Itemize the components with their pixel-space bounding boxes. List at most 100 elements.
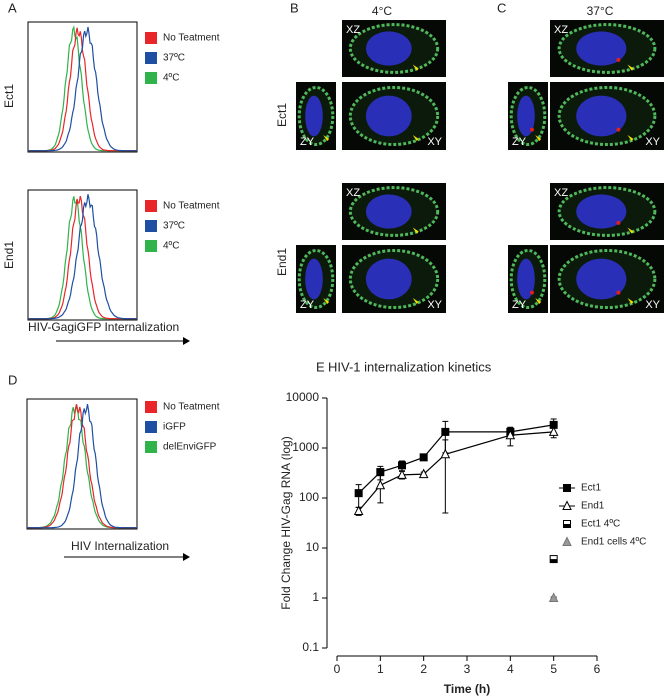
arrow xyxy=(535,135,542,142)
y-tick-label: 100 xyxy=(299,490,319,504)
x-tick-label: 0 xyxy=(334,662,341,676)
marker xyxy=(375,479,386,490)
marker xyxy=(353,505,364,515)
legend-label: End1 xyxy=(581,501,605,512)
histogram-curve xyxy=(27,403,137,529)
histogram-curve xyxy=(28,26,137,152)
nucleus xyxy=(576,194,627,229)
virus-signal xyxy=(616,57,621,62)
legend-label: delEnviGFP xyxy=(163,442,217,453)
y-tick-label: 0.1 xyxy=(302,640,319,654)
axis-label: HIV-GagiGFP Internalization xyxy=(28,320,179,334)
image-label: XZ xyxy=(346,187,360,199)
nucleus xyxy=(365,31,412,66)
arrow xyxy=(627,135,634,142)
virus-signal xyxy=(616,290,621,295)
nucleus xyxy=(365,258,412,300)
row-label: End1 xyxy=(275,248,289,276)
row-label: End1 xyxy=(2,241,16,269)
panel-title: 37°C xyxy=(587,4,614,18)
arrow xyxy=(535,298,542,305)
panel-title: 4°C xyxy=(372,4,392,18)
arrow xyxy=(627,64,634,71)
series-line xyxy=(358,424,554,494)
arrow xyxy=(412,227,419,234)
legend-label: 37ºC xyxy=(163,53,185,64)
marker-shape xyxy=(376,468,385,477)
arrow xyxy=(323,298,330,305)
x-tick-label: 2 xyxy=(420,662,427,676)
arrow xyxy=(627,227,634,234)
image-label: XZ xyxy=(554,187,568,199)
panel-label: A xyxy=(8,0,17,15)
series-line xyxy=(358,431,554,512)
histogram-frame xyxy=(26,398,138,530)
marker xyxy=(548,426,559,436)
virus-signal xyxy=(616,127,621,132)
x-axis-label: Time (h) xyxy=(444,682,490,696)
chart-title: HIV-1 internalization kinetics xyxy=(328,359,492,374)
marker xyxy=(441,427,450,436)
marker xyxy=(398,461,406,470)
nucleus xyxy=(305,258,323,300)
legend-swatch xyxy=(145,220,157,232)
marker-shape xyxy=(563,484,571,492)
legend-swatch xyxy=(145,32,157,44)
legend-swatch xyxy=(145,421,157,433)
arrow xyxy=(412,135,419,142)
marker xyxy=(562,500,572,510)
image-label: ZY xyxy=(512,136,527,148)
marker-shape xyxy=(441,427,450,436)
marker-shape xyxy=(550,559,558,563)
image-label: XY xyxy=(427,136,442,148)
virus-signal xyxy=(530,290,534,295)
y-tick-label: 10000 xyxy=(286,390,320,404)
nucleus xyxy=(576,95,627,137)
axis-label: HIV Internalization xyxy=(71,539,169,553)
panel-label: E xyxy=(316,359,325,374)
legend-label: 4ºC xyxy=(163,73,179,84)
virus-signal xyxy=(616,220,621,225)
arrow xyxy=(412,64,419,71)
y-tick-label: 10 xyxy=(306,540,320,554)
arrow-head xyxy=(183,337,190,345)
nucleus xyxy=(576,31,627,66)
image-label: XY xyxy=(645,299,660,311)
marker xyxy=(563,520,571,528)
image-label: XY xyxy=(427,299,442,311)
legend-label: Ect1 4ºC xyxy=(581,519,620,530)
legend-swatch xyxy=(145,441,157,453)
histogram-frame xyxy=(27,189,138,321)
legend-swatch xyxy=(145,240,157,252)
marker xyxy=(440,448,451,459)
legend-label: 37ºC xyxy=(163,221,185,232)
marker xyxy=(548,592,559,602)
marker xyxy=(418,468,429,479)
nucleus xyxy=(305,95,323,137)
image-label: ZY xyxy=(300,299,315,311)
y-axis-label: Fold Change HIV-Gag RNA (log) xyxy=(279,436,293,609)
legend-swatch xyxy=(145,401,157,413)
nucleus xyxy=(365,95,412,137)
image-label: ZY xyxy=(512,299,527,311)
y-tick-label: 1000 xyxy=(292,440,319,454)
marker xyxy=(397,469,407,479)
marker xyxy=(563,484,571,492)
nucleus xyxy=(365,194,412,229)
legend-label: No Teatment xyxy=(163,201,220,212)
arrow xyxy=(627,298,634,305)
marker-shape xyxy=(398,461,406,470)
legend-label: Ect1 xyxy=(581,483,601,494)
legend-swatch xyxy=(145,72,157,84)
row-label: Ect1 xyxy=(2,84,16,108)
x-tick-label: 6 xyxy=(594,662,601,676)
x-tick-label: 3 xyxy=(464,662,471,676)
panel-label: B xyxy=(290,0,299,15)
nucleus xyxy=(576,258,627,300)
x-tick-label: 4 xyxy=(507,662,514,676)
nucleus xyxy=(517,95,535,137)
x-tick-label: 1 xyxy=(377,662,384,676)
arrow xyxy=(412,298,419,305)
legend-label: iGFP xyxy=(163,422,186,433)
